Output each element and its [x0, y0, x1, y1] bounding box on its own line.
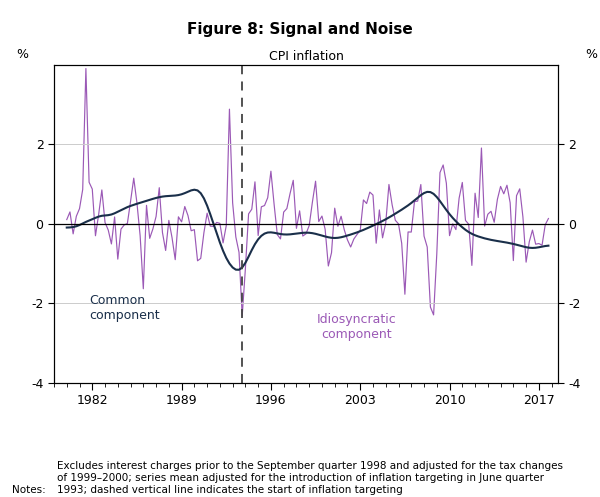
Text: Idiosyncratic
component: Idiosyncratic component	[317, 313, 396, 341]
Text: Notes:: Notes:	[12, 485, 46, 495]
Text: %: %	[586, 48, 598, 62]
Title: CPI inflation: CPI inflation	[269, 50, 343, 64]
Text: %: %	[16, 48, 28, 62]
Text: Common
component: Common component	[89, 294, 160, 322]
Text: Excludes interest charges prior to the September quarter 1998 and adjusted for t: Excludes interest charges prior to the S…	[57, 461, 563, 495]
Text: Figure 8: Signal and Noise: Figure 8: Signal and Noise	[187, 22, 413, 37]
